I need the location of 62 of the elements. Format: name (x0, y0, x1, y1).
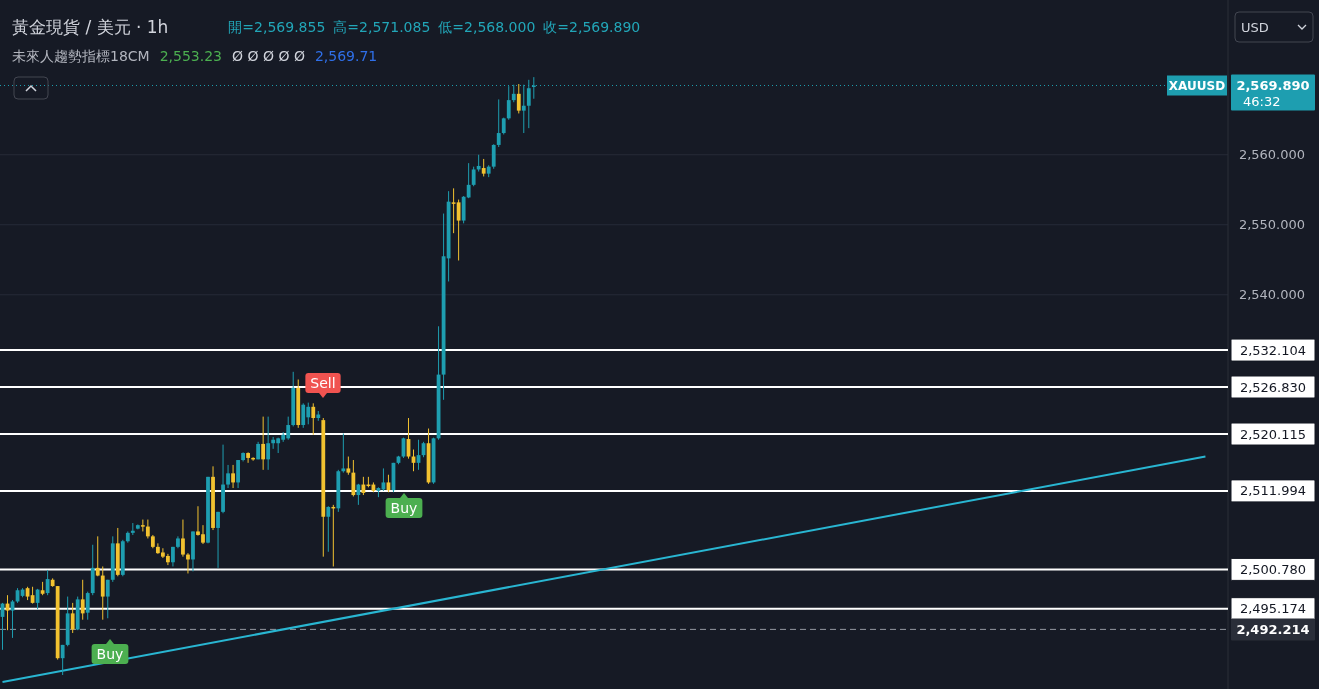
candlestick (266, 416, 271, 471)
candlestick (461, 195, 466, 224)
candlestick (100, 565, 105, 621)
y-tick-label: 2,540.000 (1238, 287, 1306, 303)
annotation: Sell (310, 375, 336, 391)
ref-line-label: 2,526.830 (1239, 379, 1307, 395)
ref-line-label: 2,500.780 (1239, 561, 1307, 577)
annotation: 收=2,569.890 (543, 19, 641, 35)
candlestick (471, 166, 476, 187)
candlestick (351, 459, 356, 497)
candlestick (526, 79, 531, 129)
candlestick (70, 602, 75, 634)
candlestick (85, 591, 90, 621)
text: 黃金現貨 / 美元 · 1h (12, 17, 169, 37)
candlestick (60, 644, 65, 676)
signal-buy: Buy (91, 639, 129, 664)
ref-line-label: 2,532.104 (1239, 342, 1307, 358)
candlestick (246, 451, 251, 464)
annotation: 高=2,571.085 (333, 19, 431, 35)
candlestick (491, 143, 496, 170)
candlestick (236, 459, 240, 489)
annotation: 低=2,568.000 (438, 19, 536, 35)
text: 46:32 (1243, 94, 1281, 110)
candlestick (311, 402, 316, 436)
annotation: 2,569.71 (314, 48, 378, 64)
candlestick (341, 432, 346, 474)
candlestick (105, 579, 110, 619)
ref-line-label: 2,492.214 (1236, 621, 1310, 637)
ref-line-label: 2,495.174 (1239, 601, 1307, 617)
ref-line-label: 2,569.890 (1236, 77, 1310, 93)
candlestick (346, 456, 351, 476)
signal-sell: Sell (305, 373, 341, 398)
candlestick (466, 162, 471, 199)
annotation: XAUUSD (1168, 79, 1226, 94)
candlestick (181, 519, 185, 558)
candlestick (145, 519, 150, 539)
ref-line-label: 2,511.994 (1239, 483, 1307, 499)
candlestick (496, 98, 501, 148)
y-tick-label: 2,560.000 (1238, 147, 1306, 163)
y-tick-label: 2,550.000 (1238, 217, 1306, 233)
candlestick (356, 483, 361, 506)
annotation: Ø Ø Ø Ø Ø (232, 48, 305, 64)
annotation: 2,553.23 (159, 48, 223, 64)
annotation: Buy (390, 500, 418, 516)
candlestick (361, 476, 366, 496)
annotation: 開=2,569.855 (228, 19, 326, 35)
candlestick (456, 199, 461, 261)
candlestick (45, 569, 50, 596)
ref-line-label: 2,520.115 (1239, 426, 1307, 442)
candlestick (216, 511, 220, 569)
text: 未來人趨勢指標18CM (12, 48, 150, 64)
candlestick (226, 464, 230, 489)
candlestick (516, 83, 521, 114)
candlestick (326, 505, 331, 553)
annotation: Buy (96, 646, 124, 662)
candlestick (95, 535, 100, 577)
candlestick (261, 416, 266, 471)
signal-buy: Buy (385, 493, 423, 518)
candlestick (231, 464, 235, 489)
text: USD (1241, 20, 1269, 35)
candlestick (301, 402, 306, 429)
candlestick (80, 579, 85, 621)
